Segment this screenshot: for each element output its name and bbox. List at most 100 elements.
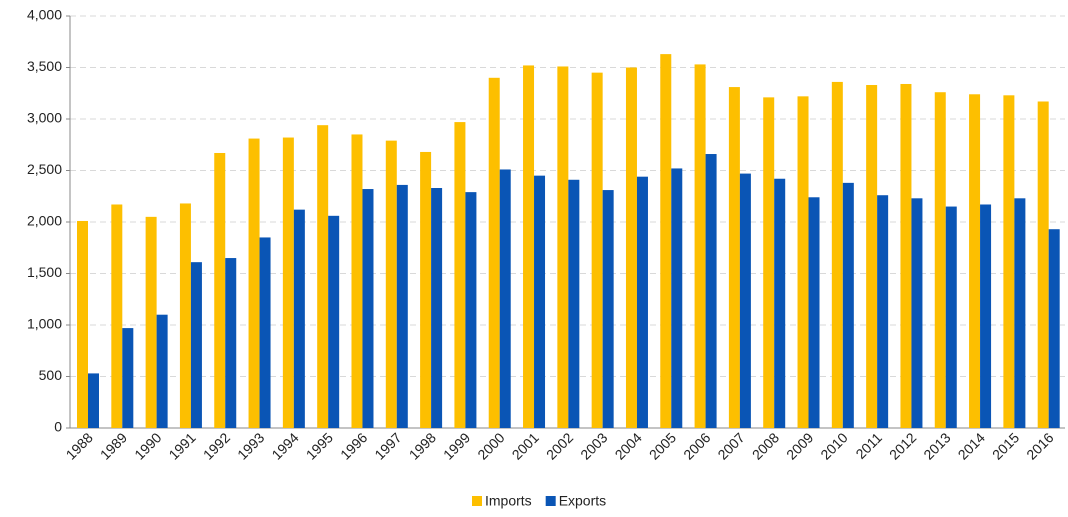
bar	[259, 237, 271, 428]
x-tick-label: 1994	[268, 429, 301, 462]
x-tick-label: 2006	[680, 429, 713, 462]
y-tick-label: 4,000	[27, 7, 62, 23]
bar	[831, 81, 843, 429]
bar	[465, 192, 477, 428]
legend-swatch	[472, 496, 482, 506]
bar	[523, 65, 535, 428]
bar	[317, 125, 329, 429]
x-tick-label: 1993	[234, 429, 267, 462]
y-tick-label: 2,500	[27, 161, 62, 177]
bar	[420, 151, 432, 428]
bar	[591, 72, 603, 429]
bar	[568, 179, 580, 428]
bar	[557, 66, 569, 428]
x-tick-label: 2001	[509, 429, 542, 462]
bar	[866, 85, 878, 428]
bar	[877, 195, 889, 428]
y-tick-label: 500	[39, 367, 63, 383]
bar	[499, 169, 511, 428]
x-tick-label: 2008	[749, 429, 782, 462]
y-tick-label: 1,500	[27, 264, 62, 280]
bar	[945, 206, 957, 428]
x-tick-label: 2014	[955, 429, 988, 462]
y-tick-label: 3,500	[27, 58, 62, 74]
x-tick-label: 2000	[474, 429, 507, 462]
bar	[396, 184, 408, 428]
bar	[1003, 95, 1015, 428]
legend-label: Imports	[485, 493, 532, 509]
x-tick-label: 2005	[646, 429, 679, 462]
bar	[934, 92, 946, 428]
bar	[179, 203, 191, 428]
x-tick-label: 1992	[200, 429, 233, 462]
x-tick-label: 1988	[63, 429, 96, 462]
bar	[797, 96, 809, 428]
bar	[1048, 229, 1060, 428]
x-tick-label: 2011	[852, 429, 885, 462]
x-tick-label: 1999	[440, 429, 473, 462]
legend-swatch	[545, 496, 556, 506]
bar	[454, 122, 466, 428]
bar	[156, 314, 168, 428]
bar	[900, 83, 912, 428]
x-tick-label: 2003	[577, 429, 610, 462]
x-tick-label: 2004	[612, 429, 645, 462]
bar	[602, 190, 614, 428]
bar	[625, 67, 637, 428]
bar	[636, 176, 648, 428]
bar	[774, 178, 786, 428]
x-tick-label: 2009	[783, 429, 816, 462]
bar	[739, 173, 751, 428]
bar	[214, 152, 226, 429]
bar	[842, 182, 854, 428]
bar	[225, 258, 237, 428]
x-tick-label: 1998	[406, 429, 439, 462]
x-tick-label: 2016	[1023, 429, 1056, 462]
bar	[808, 197, 820, 428]
y-tick-label: 3,000	[27, 110, 62, 126]
bar	[122, 328, 134, 428]
x-tick-label: 1996	[337, 429, 370, 462]
x-tick-label: 1989	[97, 429, 130, 462]
bar	[282, 137, 294, 429]
bar	[671, 168, 683, 428]
bar	[293, 209, 305, 428]
x-tick-label: 2015	[989, 429, 1022, 462]
bar	[362, 189, 374, 428]
bar	[969, 94, 981, 428]
bar	[488, 77, 500, 429]
x-tick-label: 1991	[165, 429, 198, 462]
bar	[190, 262, 202, 428]
x-tick-label: 1995	[303, 429, 336, 462]
x-tick-label: 1990	[131, 429, 164, 462]
bar	[248, 138, 260, 428]
bar	[385, 140, 397, 428]
x-tick-label: 1997	[371, 429, 404, 462]
bar	[660, 54, 672, 429]
y-tick-label: 1,000	[27, 316, 62, 332]
bar	[145, 216, 157, 428]
x-tick-label: 2002	[543, 429, 576, 462]
bar	[431, 188, 443, 428]
x-tick-label: 2007	[714, 429, 747, 462]
bar	[1037, 101, 1049, 429]
bar	[911, 198, 923, 428]
x-tick-label: 2012	[886, 429, 919, 462]
x-tick-label: 2010	[817, 429, 850, 462]
bar	[328, 215, 340, 428]
bar	[351, 134, 363, 428]
bar	[1014, 198, 1026, 428]
bar	[77, 220, 88, 428]
bar	[534, 175, 546, 428]
y-tick-label: 0	[54, 419, 62, 435]
bar	[763, 97, 775, 429]
bar	[694, 64, 706, 428]
x-tick-label: 2013	[920, 429, 953, 462]
bar	[88, 373, 99, 428]
bar	[705, 154, 717, 428]
bar	[111, 204, 123, 428]
legend-label: Exports	[559, 493, 606, 509]
bar	[728, 87, 740, 428]
bar	[980, 204, 992, 428]
